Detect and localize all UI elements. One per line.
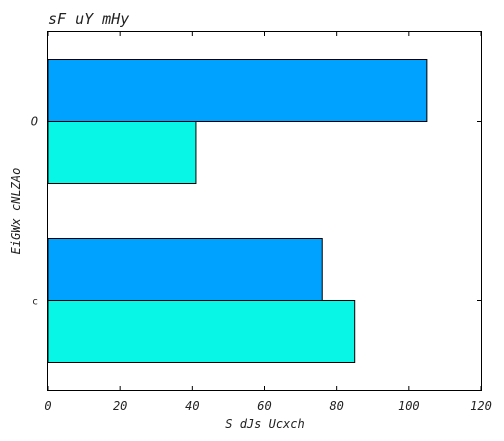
x-tick-label-100: 100 bbox=[398, 399, 420, 413]
ticks-layer: Oc 0 20 40 60 80 100 120 bbox=[31, 32, 492, 413]
x-tick-label-120: 120 bbox=[470, 399, 492, 413]
y-tick-label-c: c bbox=[32, 297, 38, 308]
x-tick-label-20: 20 bbox=[113, 399, 127, 413]
plot-frame bbox=[47, 31, 482, 391]
bar-c-series-1 bbox=[47, 238, 323, 301]
y-axis-label: EiGWx cNLZAo bbox=[9, 168, 23, 255]
bar-O-series-1 bbox=[47, 59, 428, 122]
bar-O-series-2 bbox=[47, 121, 197, 184]
y-tick-label-O: O bbox=[31, 115, 38, 129]
bar-c-series-2 bbox=[47, 300, 356, 363]
x-axis-label: S dJs Ucxch bbox=[225, 417, 304, 431]
bars-layer bbox=[47, 59, 428, 363]
x-tick-label-80: 80 bbox=[329, 399, 343, 413]
x-tick-label-60: 60 bbox=[257, 399, 271, 413]
chart-title: sF uY mHy bbox=[48, 10, 129, 28]
x-tick-label-0: 0 bbox=[44, 399, 51, 413]
x-tick-label-40: 40 bbox=[185, 399, 199, 413]
